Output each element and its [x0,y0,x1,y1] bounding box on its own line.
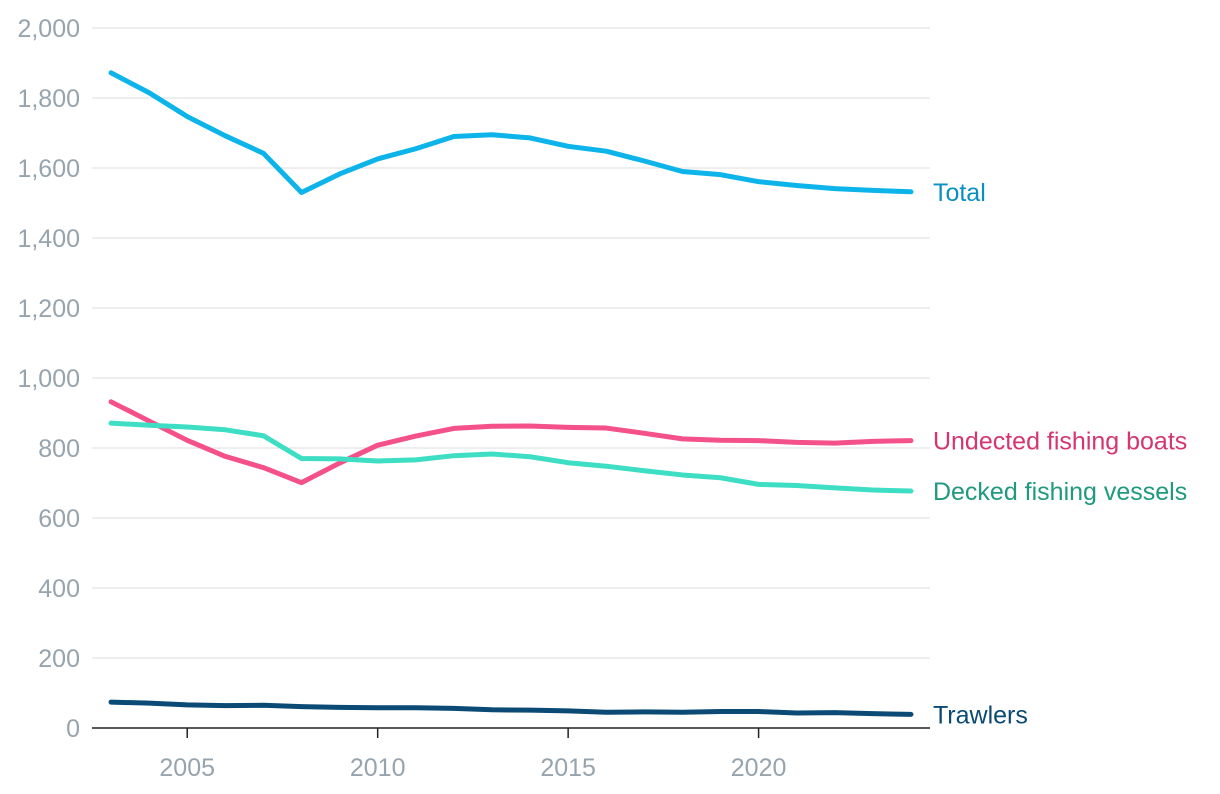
y-tick-label-600: 600 [38,505,80,533]
y-tick-label-1200: 1,200 [17,295,80,323]
series-layer [108,70,914,717]
x-tick-label-2015: 2015 [540,754,596,782]
series-label-total: Total [933,179,986,207]
series-line-decked-fishing-vessels [108,420,914,494]
y-tick-label-1400: 1,400 [17,225,80,253]
x-tick-label-2010: 2010 [350,754,406,782]
series-label-decked-fishing-vessels: Decked fishing vessels [933,478,1187,506]
y-tick-label-1000: 1,000 [17,365,80,393]
grid-layer [92,27,930,659]
series-line-total [108,70,914,195]
x-tick-label-2020: 2020 [731,754,787,782]
series-label-undected-fishing-boats: Undected fishing boats [933,428,1187,456]
x-tick-label-2005: 2005 [159,754,215,782]
axis-layer: 0 200 400 600 800 1,000 1,200 1,400 1,600 1,800 2,… [17,15,930,782]
y-tick-label-1600: 1,600 [17,155,80,183]
y-tick-label-2000: 2,000 [17,15,80,43]
y-tick-label-200: 200 [38,645,80,673]
y-tick-label-0: 0 [66,715,80,743]
series-line-undected-fishing-boats [108,399,914,486]
series-line-trawlers [108,699,914,717]
label-layer: Total Undected fishing boats Decked fishin… [933,179,1187,730]
y-tick-label-1800: 1,800 [17,85,80,113]
y-tick-label-400: 400 [38,575,80,603]
y-tick-label-800: 800 [38,435,80,463]
series-label-trawlers: Trawlers [933,701,1028,729]
